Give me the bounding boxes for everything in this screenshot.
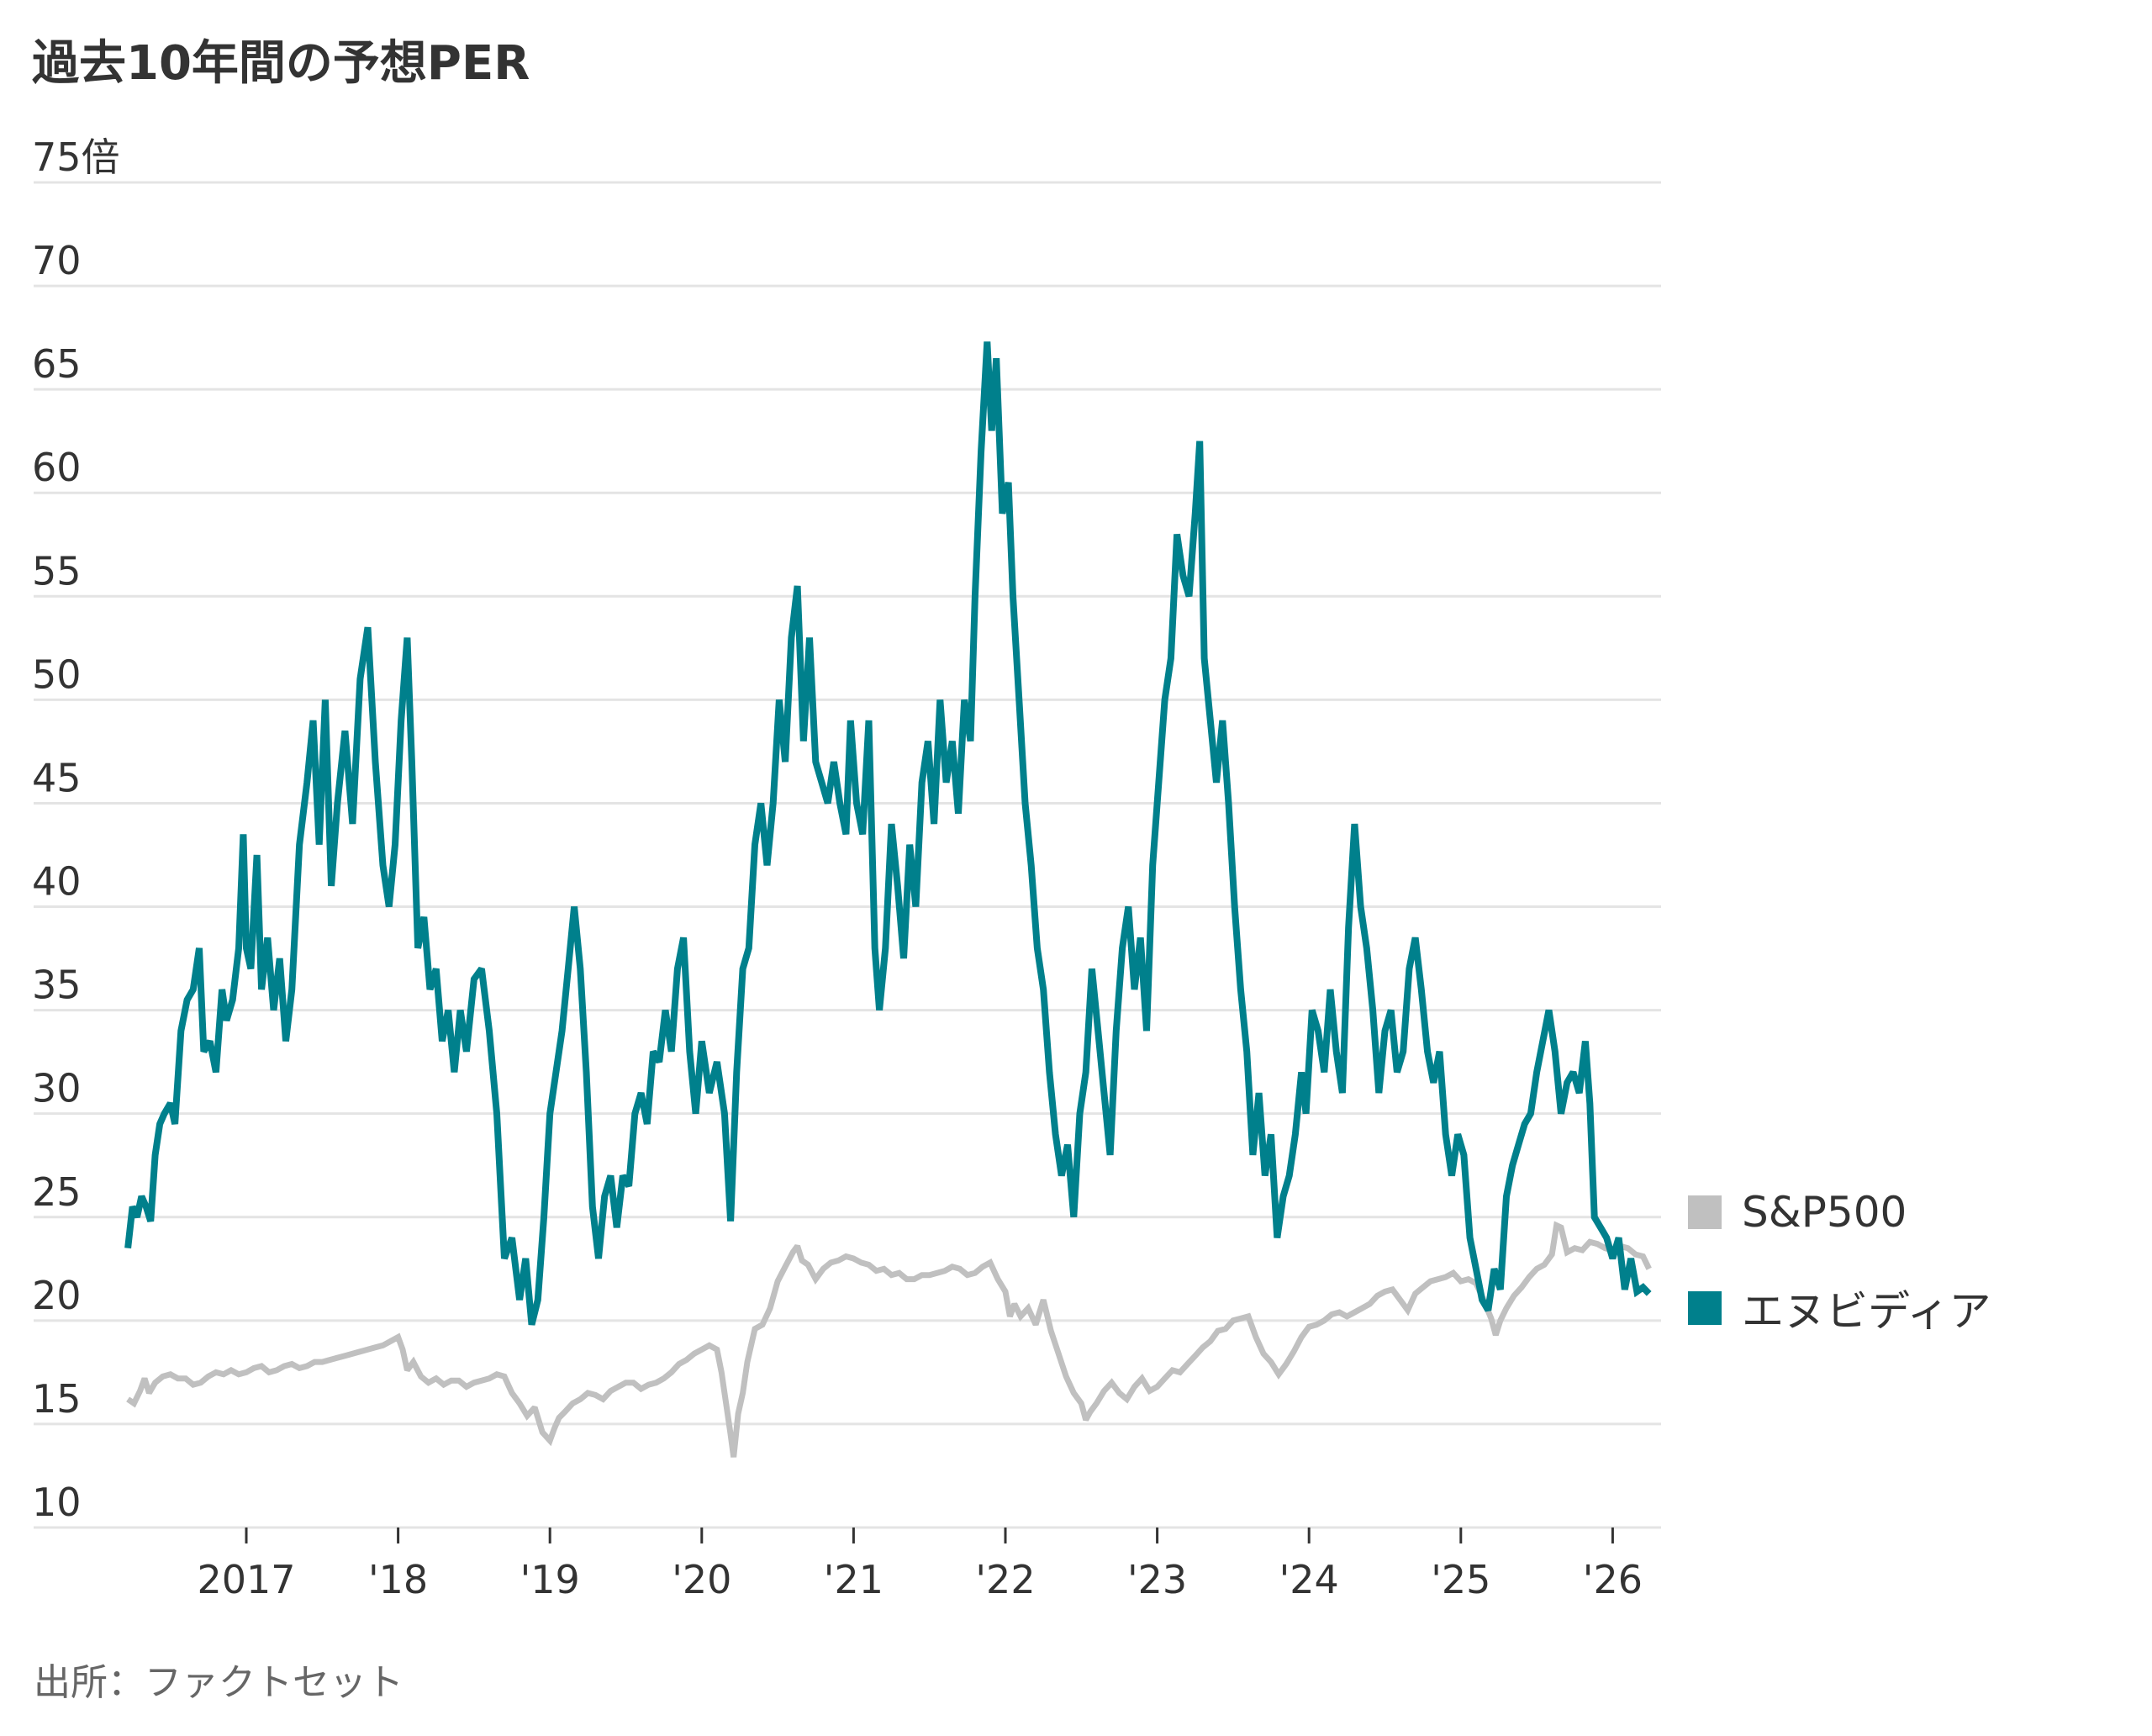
y-axis-labels: 75倍 70 65 60 55 50 45 40 35 30 25 20 15 10 (32, 135, 120, 1525)
x-tick-label: '20 (672, 1557, 731, 1602)
x-axis: 2017 '18 '19 '20 '21 '22 '23 '24 '25 '26 (197, 1527, 1643, 1602)
y-tick-label: 15 (32, 1376, 82, 1422)
source-note: 出所：ファクトセット (34, 1661, 404, 1704)
x-tick-label: 2017 (197, 1557, 295, 1602)
y-tick-label: 65 (32, 341, 82, 387)
y-tick-label: 60 (32, 445, 82, 490)
x-tick-label: '25 (1431, 1557, 1490, 1602)
x-tick-label: '19 (520, 1557, 580, 1602)
y-tick-label: 40 (32, 859, 82, 905)
legend-item-sp500: S&P500 (1688, 1188, 1907, 1237)
x-tick-label: '18 (368, 1557, 428, 1602)
y-tick-label: 35 (32, 963, 82, 1008)
legend-swatch-nvidia (1688, 1291, 1722, 1325)
y-tick-label: 45 (32, 755, 82, 800)
series-lines (124, 341, 1652, 1458)
y-tick-label: 75倍 (32, 135, 120, 180)
gridlines (34, 181, 1661, 1529)
legend-swatch-sp500 (1688, 1195, 1722, 1229)
y-tick-label: 20 (32, 1273, 82, 1318)
x-tick-label: '24 (1279, 1557, 1339, 1602)
y-tick-label: 50 (32, 652, 82, 697)
line-chart: 75倍 70 65 60 55 50 45 40 35 30 25 20 15 10 2017 '18 '19… (32, 135, 1661, 1602)
legend-label-nvidia: エヌビディア (1742, 1287, 1991, 1336)
series-line-sp500 (126, 1221, 1652, 1458)
chart-title: 過去10年間の予想PER (32, 36, 530, 91)
x-tick-label: '23 (1127, 1557, 1187, 1602)
y-tick-label: 55 (32, 548, 82, 594)
series-line-nvidia (124, 341, 1652, 1326)
x-tick-label: '21 (824, 1557, 883, 1602)
y-tick-label: 70 (32, 238, 82, 283)
y-tick-label: 10 (32, 1480, 82, 1525)
y-tick-label: 30 (32, 1066, 82, 1111)
y-tick-label: 25 (32, 1169, 82, 1215)
x-tick-label: '22 (975, 1557, 1035, 1602)
legend-item-nvidia: エヌビディア (1688, 1278, 1991, 1338)
legend-label-sp500: S&P500 (1742, 1188, 1907, 1237)
x-tick-label: '26 (1583, 1557, 1643, 1602)
